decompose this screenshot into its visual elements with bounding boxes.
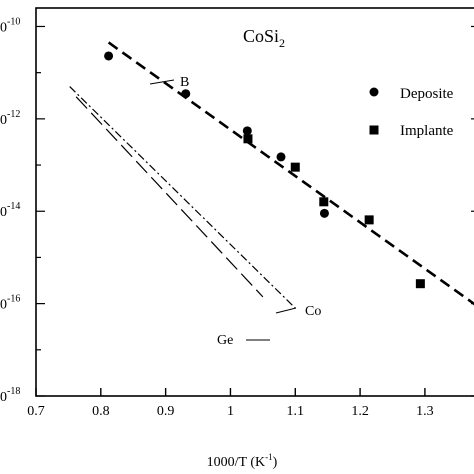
y-tick-label: 0-14 <box>0 201 20 220</box>
data-point-implante <box>243 134 253 144</box>
legend-marker-deposite <box>369 87 379 97</box>
y-tick-label: 0-10 <box>0 16 20 35</box>
x-axis-label: 1000/T (K-1) <box>207 452 278 470</box>
data-point-implante <box>415 279 425 289</box>
data-point-deposite <box>104 51 114 61</box>
x-tick-label: 0.8 <box>92 404 110 419</box>
label-leader-b <box>149 79 175 85</box>
x-tick-label: 0.9 <box>157 404 175 419</box>
x-tick-label: 1.2 <box>351 404 369 419</box>
x-tick-label: 1.1 <box>287 404 305 419</box>
data-point-deposite <box>319 208 329 218</box>
line-label-co: Co <box>305 304 321 319</box>
data-point-deposite <box>181 89 191 99</box>
label-leader-co <box>275 307 297 314</box>
data-point-implante <box>364 215 374 225</box>
y-tick-label: 0-12 <box>0 109 20 128</box>
legend-label-implante: Implante <box>400 123 454 139</box>
fit-line-co <box>75 96 264 298</box>
line-label-ge: Ge <box>217 333 233 348</box>
fit-line-ge <box>69 86 296 309</box>
x-axis-ticks: 0.7 0.8 0.9 1 1.1 1.2 1.3 <box>27 388 434 419</box>
x-tick-label: 1 <box>227 404 234 419</box>
data-point-implante <box>319 197 329 207</box>
fit-lines <box>69 41 474 309</box>
y-tick-label: 0-18 <box>0 386 20 405</box>
data-point-implante <box>290 162 300 172</box>
data-points <box>104 51 425 289</box>
chart-title: CoSi2 <box>243 26 285 50</box>
data-point-deposite <box>242 126 252 136</box>
x-tick-label: 1.3 <box>416 404 434 419</box>
line-label-b: B <box>180 75 189 90</box>
line-labels: B Co Ge <box>149 75 321 348</box>
plot-area-frame <box>35 7 474 397</box>
legend: Deposite Implante <box>369 86 454 139</box>
y-tick-label: 0-16 <box>0 294 20 313</box>
data-point-deposite <box>276 152 286 162</box>
y-axis-ticks: 0-10 0-12 0-14 0-16 0-18 <box>0 16 474 405</box>
x-tick-label: 0.7 <box>27 404 45 419</box>
legend-label-deposite: Deposite <box>400 86 454 102</box>
legend-marker-implante <box>369 125 379 135</box>
fit-line-b <box>107 41 474 306</box>
